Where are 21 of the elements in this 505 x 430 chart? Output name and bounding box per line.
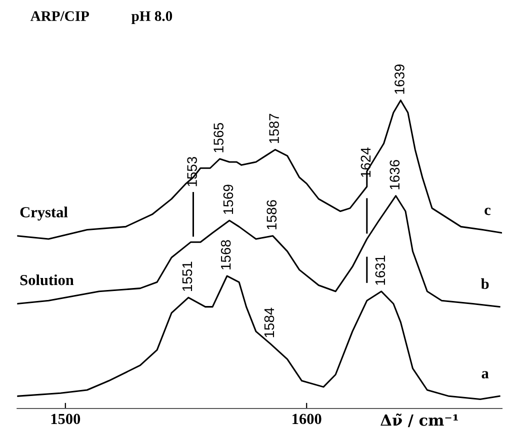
annotation: b [481, 278, 489, 290]
annotation: 1631 [375, 256, 386, 285]
annotation: 1584 [264, 308, 274, 338]
annotation: 1568 [220, 240, 231, 270]
annotation: 1636 [390, 160, 400, 190]
annotation: 1553 [187, 156, 197, 186]
annotation: 1639 [394, 64, 404, 94]
chart-subtitle: pH 8.0 [131, 11, 172, 24]
annotation: a [482, 371, 489, 378]
annotation: 1586 [266, 200, 277, 230]
annotation: 1551 [182, 262, 192, 291]
annotation: 1565 [214, 123, 224, 152]
annotation: c [484, 208, 491, 216]
x-axis-title: Δν̃ / cm⁻¹ [380, 414, 458, 428]
x-tick-label: 1600 [292, 414, 322, 424]
chart-title: ARP/CIP [30, 11, 90, 22]
annotation: 1569 [223, 184, 234, 214]
annotation: 1587 [269, 114, 279, 144]
series-label: Solution [20, 274, 74, 286]
series-label: Crystal [20, 206, 68, 221]
x-tick-label: 1500 [51, 414, 80, 424]
